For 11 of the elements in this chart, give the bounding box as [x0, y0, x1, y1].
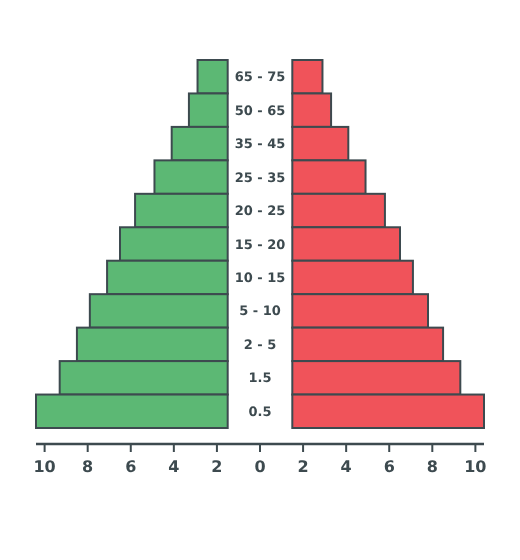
x-tick-label: 10	[33, 458, 57, 476]
x-tick-label: 2	[297, 458, 309, 476]
x-tick-label: 8	[82, 458, 95, 476]
x-tick-label: 8	[426, 458, 439, 476]
x-tick-label: 2	[211, 458, 223, 476]
x-tick-label: 6	[383, 458, 396, 476]
x-tick-label: 4	[168, 458, 181, 476]
x-tick-label: 10	[464, 458, 488, 476]
x-tick-label: 4	[340, 458, 353, 476]
x-tick-label: 6	[125, 458, 138, 476]
x-tick-label: 0	[254, 458, 267, 476]
